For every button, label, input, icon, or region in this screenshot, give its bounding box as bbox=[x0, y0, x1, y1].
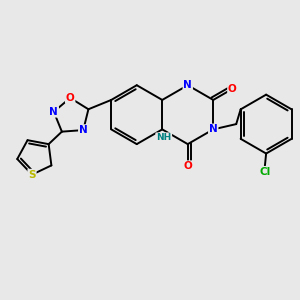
Text: O: O bbox=[66, 93, 74, 103]
Text: N: N bbox=[79, 125, 88, 135]
Text: N: N bbox=[209, 124, 218, 134]
Text: N: N bbox=[183, 80, 192, 90]
Text: Cl: Cl bbox=[259, 167, 270, 177]
Text: S: S bbox=[28, 169, 36, 180]
Text: NH: NH bbox=[156, 133, 171, 142]
Text: N: N bbox=[50, 107, 58, 117]
Text: O: O bbox=[183, 161, 192, 171]
Text: O: O bbox=[228, 84, 237, 94]
